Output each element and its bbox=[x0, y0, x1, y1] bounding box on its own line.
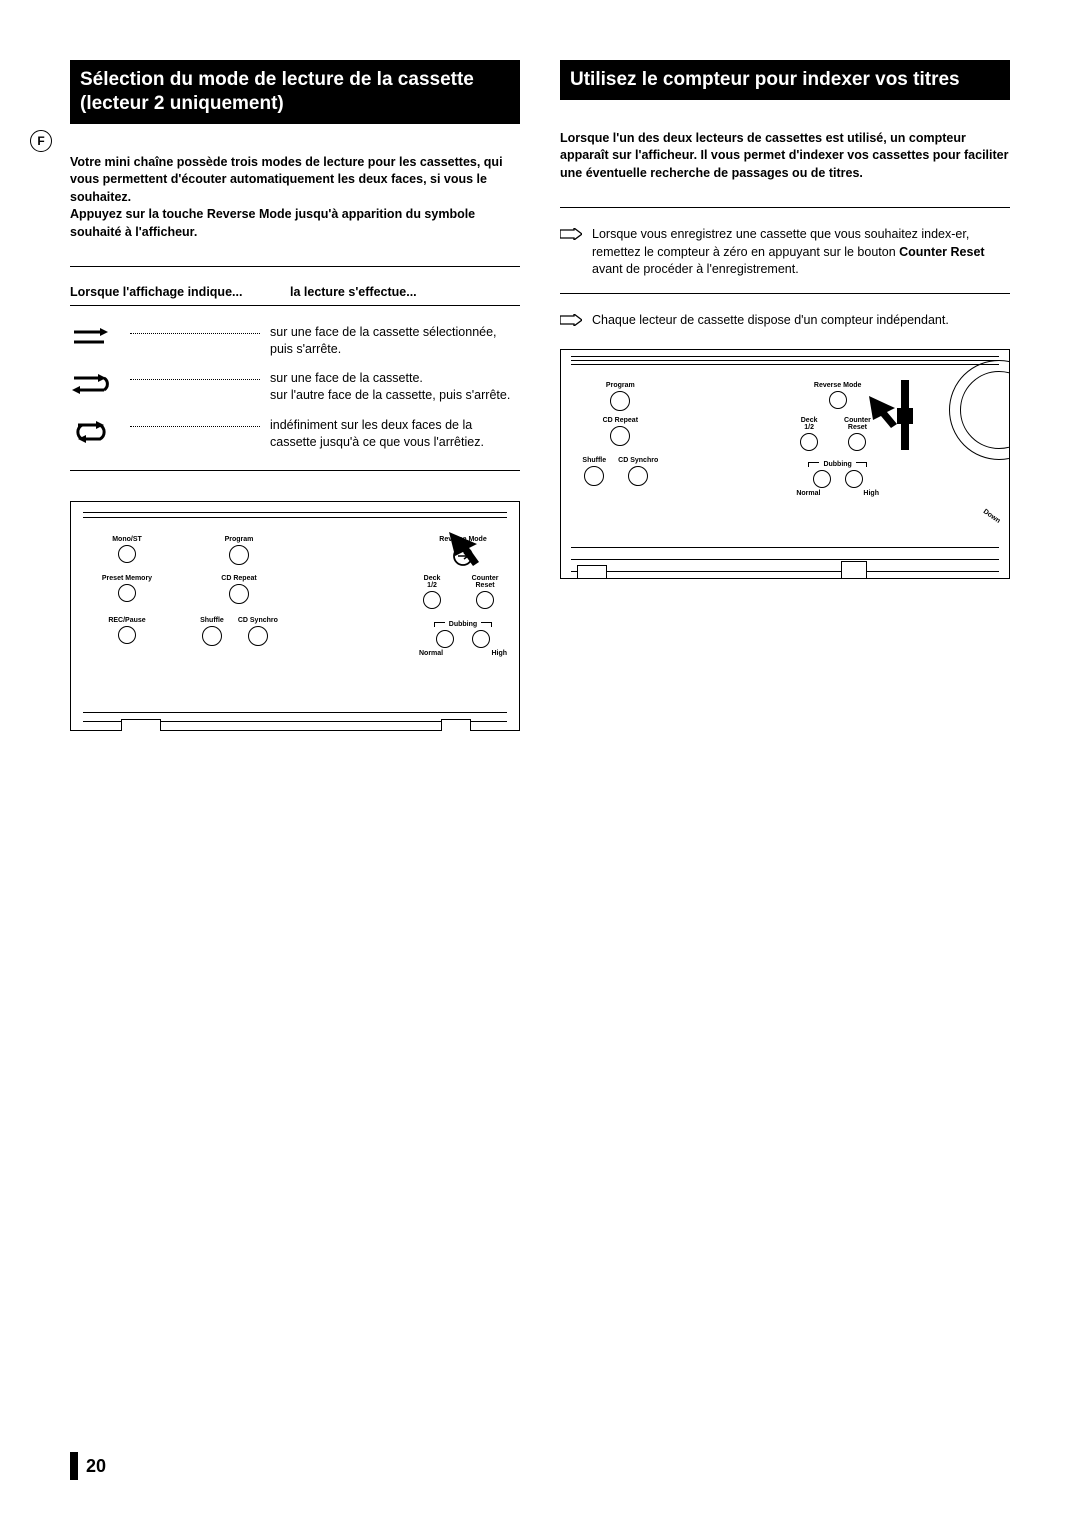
rule bbox=[560, 207, 1010, 208]
button-circle bbox=[202, 626, 222, 646]
left-column: Sélection du mode de lecture de la casse… bbox=[70, 60, 520, 731]
callout-arrow-icon bbox=[865, 394, 899, 428]
th2: la lecture s'effectue... bbox=[290, 285, 417, 299]
button-circle bbox=[248, 626, 268, 646]
bullet-2: Chaque lecteur de cassette dispose d'un … bbox=[560, 312, 1010, 330]
label-dubbing: Dubbing bbox=[823, 461, 851, 468]
page-number-text: 20 bbox=[86, 1456, 106, 1477]
page-number-bar-icon bbox=[70, 1452, 78, 1480]
button-circle bbox=[423, 591, 441, 609]
button-circle bbox=[610, 426, 630, 446]
label-cd-synchro: CD Synchro bbox=[618, 457, 658, 464]
rule bbox=[560, 293, 1010, 294]
label-dubbing: Dubbing bbox=[449, 621, 477, 628]
label-preset-memory: Preset Memory bbox=[102, 575, 152, 582]
panel-tab bbox=[441, 719, 471, 731]
mode-row-1: sur une face de la cassette sélectionnée… bbox=[70, 324, 520, 358]
label-cd-repeat: CD Repeat bbox=[603, 417, 638, 424]
device-panel-right: Program Reverse Mode CD Repeat Deck 1/2 … bbox=[560, 349, 1010, 579]
mode-table-header: Lorsque l'affichage indique... la lectur… bbox=[70, 285, 520, 299]
mode-icon-single bbox=[70, 324, 130, 355]
rule bbox=[70, 470, 520, 471]
button-circle bbox=[829, 391, 847, 409]
button-circle bbox=[229, 545, 249, 565]
label-shuffle: Shuffle bbox=[582, 457, 606, 464]
mode-icon-loop bbox=[70, 417, 130, 452]
label-normal: Normal bbox=[796, 490, 820, 497]
bullet-1-text: Lorsque vous enregistrez une cassette qu… bbox=[592, 226, 1010, 279]
button-circle bbox=[436, 630, 454, 648]
label-down: Down bbox=[982, 508, 1002, 525]
mode-desc-2: sur une face de la cassette. sur l'autre… bbox=[270, 370, 510, 404]
label-deck12: Deck 1/2 bbox=[796, 417, 822, 431]
language-badge: F bbox=[30, 130, 52, 152]
right-column: Utilisez le compteur pour indexer vos ti… bbox=[560, 60, 1010, 731]
right-heading: Utilisez le compteur pour indexer vos ti… bbox=[560, 60, 1010, 100]
button-circle bbox=[229, 584, 249, 604]
th1: Lorsque l'affichage indique... bbox=[70, 285, 290, 299]
left-intro: Votre mini chaîne possède trois modes de… bbox=[70, 154, 520, 242]
left-heading: Sélection du mode de lecture de la casse… bbox=[70, 60, 520, 124]
label-shuffle: Shuffle bbox=[200, 617, 224, 624]
rule bbox=[70, 266, 520, 267]
right-intro: Lorsque l'un des deux lecteurs de casset… bbox=[560, 130, 1010, 183]
label-deck12: Deck 1/2 bbox=[419, 575, 445, 589]
page-number: 20 bbox=[70, 1452, 106, 1480]
rule bbox=[70, 305, 520, 306]
bullet-arrow-icon bbox=[560, 314, 582, 326]
bullet-1: Lorsque vous enregistrez une cassette qu… bbox=[560, 226, 1010, 279]
label-reverse-mode: Reverse Mode bbox=[814, 382, 861, 389]
button-circle bbox=[472, 630, 490, 648]
button-circle bbox=[628, 466, 648, 486]
mode-icon-both-stop bbox=[70, 370, 130, 405]
label-counter-reset: Counter Reset bbox=[463, 575, 507, 589]
label-program: Program bbox=[606, 382, 635, 389]
dots bbox=[130, 324, 260, 334]
device-panel-left: Mono/ST Program Reverse Mode Preset Memo… bbox=[70, 501, 520, 731]
button-grid-right: Program Reverse Mode CD Repeat Deck 1/2 … bbox=[579, 382, 879, 497]
bullet-arrow-icon bbox=[560, 228, 582, 240]
dots bbox=[130, 370, 260, 380]
mode-row-2: sur une face de la cassette. sur l'autre… bbox=[70, 370, 520, 405]
button-circle bbox=[118, 545, 136, 563]
button-circle bbox=[845, 470, 863, 488]
label-cd-synchro: CD Synchro bbox=[238, 617, 278, 624]
jog-dial-icon bbox=[949, 360, 1010, 460]
panel-top-lines bbox=[83, 512, 507, 518]
bullet-2-text: Chaque lecteur de cassette dispose d'un … bbox=[592, 312, 949, 330]
button-circle bbox=[813, 470, 831, 488]
label-normal: Normal bbox=[419, 650, 443, 657]
button-circle bbox=[118, 584, 136, 602]
dots bbox=[130, 417, 260, 427]
button-circle bbox=[118, 626, 136, 644]
label-mono-st: Mono/ST bbox=[112, 536, 142, 543]
label-rec-pause: REC/Pause bbox=[108, 617, 145, 624]
panel-tab bbox=[121, 719, 161, 731]
label-program: Program bbox=[225, 536, 254, 543]
label-high: High bbox=[863, 490, 879, 497]
slider-icon bbox=[901, 380, 909, 450]
mode-row-3: indéfiniment sur les deux faces de la ca… bbox=[70, 417, 520, 452]
mode-desc-1: sur une face de la cassette sélectionnée… bbox=[270, 324, 520, 358]
button-circle bbox=[584, 466, 604, 486]
button-grid-left: Mono/ST Program Reverse Mode Preset Memo… bbox=[83, 536, 507, 657]
button-circle bbox=[800, 433, 818, 451]
mode-desc-3: indéfiniment sur les deux faces de la ca… bbox=[270, 417, 520, 451]
button-circle bbox=[476, 591, 494, 609]
page-columns: Sélection du mode de lecture de la casse… bbox=[70, 60, 1010, 731]
label-high: High bbox=[491, 650, 507, 657]
callout-arrow-icon bbox=[449, 532, 485, 566]
button-circle bbox=[848, 433, 866, 451]
label-cd-repeat: CD Repeat bbox=[221, 575, 256, 582]
button-circle bbox=[610, 391, 630, 411]
